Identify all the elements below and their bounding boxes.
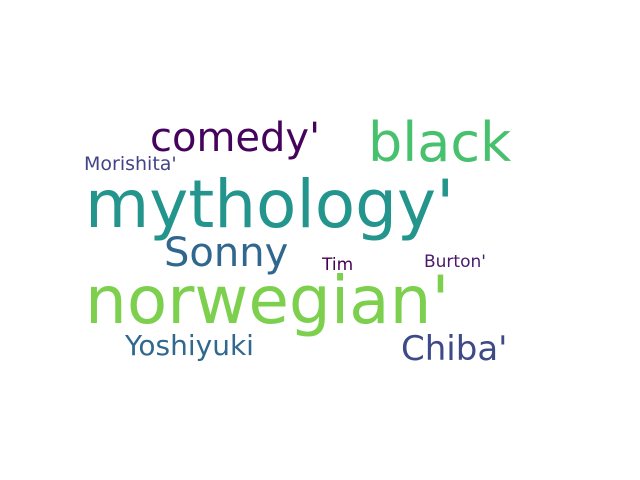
word-burton: Burton' <box>424 252 486 272</box>
word-norwegian: norwegian' <box>85 262 450 339</box>
word-comedy: comedy' <box>150 115 321 161</box>
word-sonny: Sonny <box>164 230 289 276</box>
word-chiba: Chiba' <box>401 329 508 369</box>
word-morishita: Morishita' <box>84 153 177 175</box>
word-black: black <box>368 111 512 174</box>
word-yoshiyuki: Yoshiyuki <box>125 329 254 362</box>
word-tim: Tim <box>322 255 354 275</box>
word-mythology: mythology' <box>85 166 455 243</box>
